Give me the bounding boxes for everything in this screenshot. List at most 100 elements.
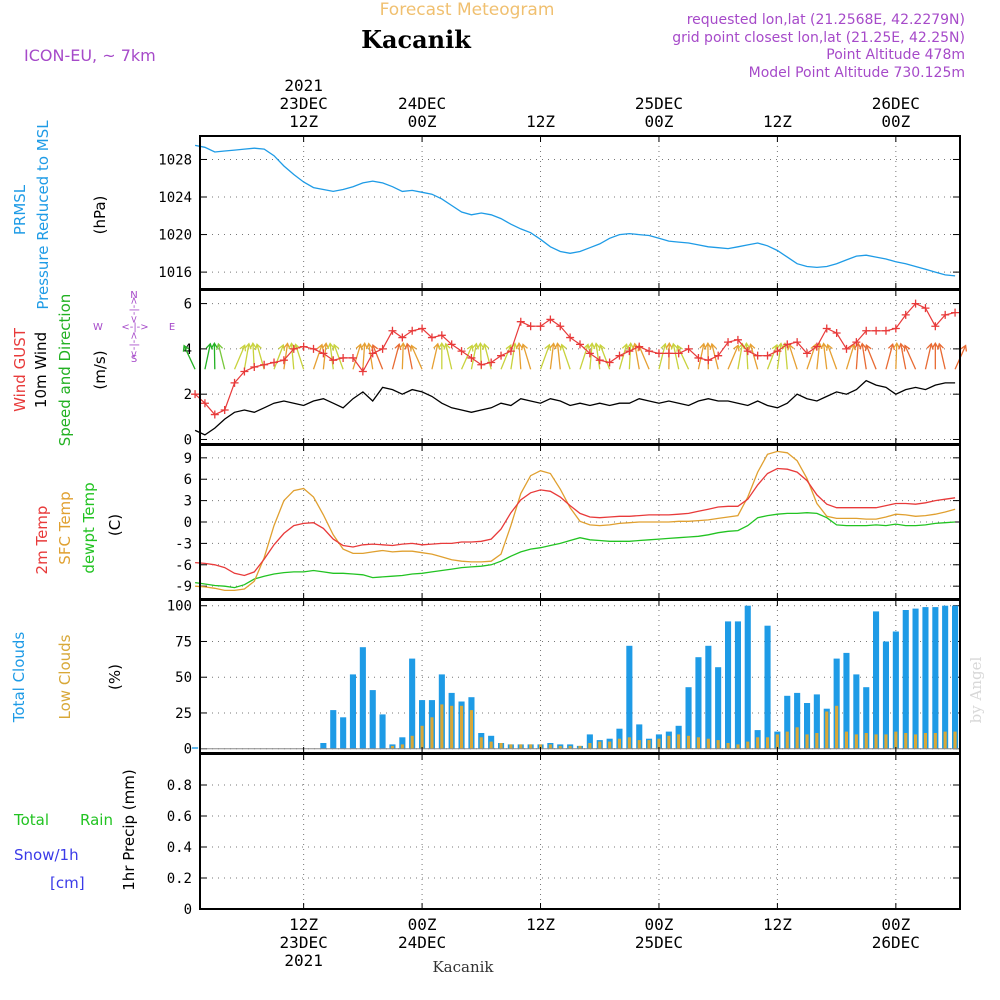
wind-direction-arrow	[401, 343, 404, 370]
total-cloud-bar	[419, 700, 426, 749]
wind-direction-arrow	[460, 345, 473, 370]
time-label-top: 26DEC	[872, 94, 920, 113]
low-cloud-bar	[440, 704, 444, 749]
wind-arrow-head	[898, 342, 906, 350]
low-cloud-bar	[647, 740, 651, 749]
wind-gust-marker	[773, 347, 782, 356]
wind-arrow-head	[278, 343, 286, 352]
total-cloud-bar	[734, 621, 741, 749]
total-cloud-bar	[744, 605, 751, 749]
wind-arrow-head	[892, 342, 901, 349]
total-cloud-bar	[942, 605, 949, 749]
wind-arrow-head	[825, 343, 833, 351]
total-cloud-bar	[784, 695, 791, 749]
total-cloud-bar	[892, 631, 899, 749]
low-cloud-bar	[627, 737, 631, 749]
low-cloud-bar	[479, 737, 483, 749]
wind-ytick-label: 0	[184, 432, 192, 448]
time-label-bottom: 23DEC	[280, 933, 328, 952]
wind-gust-marker	[576, 340, 584, 349]
wind-direction-arrow	[483, 343, 492, 370]
panels: 1016 1020 1024 1028 0 2 4 6 -9 -6 -3 0 3 6 9 0 25 50 75 100…	[158, 135, 968, 918]
temp-panel: -9 -6 -3 0 3 6 9	[175, 445, 960, 599]
wind-unit: (m/s)	[91, 350, 109, 389]
clouds-ytick-label: 75	[175, 634, 192, 650]
temp-unit: (C)	[106, 514, 124, 536]
wind-gust-marker	[200, 399, 209, 408]
total-cloud-bar	[705, 645, 712, 749]
precip-ytick-label: 0	[184, 902, 192, 918]
temp-ytick-label: -9	[175, 579, 192, 595]
wind-direction-arrow	[885, 343, 894, 370]
wind-gust-marker	[536, 322, 545, 331]
sfc-label: SFC Temp	[56, 491, 74, 564]
total-cloud-bar	[922, 607, 929, 749]
wind-gust-marker	[664, 349, 673, 358]
wind-direction-arrow	[470, 343, 478, 370]
low-cloud-bar	[894, 731, 898, 749]
total-cloud-bar	[685, 687, 692, 749]
wind-arrow-head	[443, 342, 451, 350]
wind-direction-arrow	[816, 343, 821, 370]
low-cloud-bar	[835, 705, 839, 749]
low-cloud-bar	[923, 733, 927, 749]
wind-gust-marker	[418, 324, 427, 333]
wind-arrow-head	[598, 343, 606, 352]
time-label-top: 2021	[284, 76, 323, 95]
wind-direction-arrow	[727, 345, 739, 370]
wind-direction-arrow	[638, 345, 650, 370]
total-cloud-bar	[636, 724, 643, 749]
wind-direction-arrow	[549, 343, 555, 370]
wind-gust-marker	[793, 338, 802, 347]
wind-direction-arrow	[333, 344, 344, 370]
total-cloud-bar	[853, 674, 860, 749]
wind-gust-marker	[210, 410, 219, 419]
low-cloud-bar	[608, 741, 612, 749]
wind-arrow-head	[704, 342, 712, 349]
low-cloud-bar	[637, 740, 641, 749]
compass-north-arrow: <-|->	[129, 296, 140, 323]
wind-direction-arrow	[510, 343, 516, 370]
precip-ytick-label: 0.8	[167, 778, 192, 794]
wind-arrow-head	[676, 344, 683, 352]
wind-gust-marker	[714, 351, 723, 360]
pressure-label: Pressure Reduced to MSL	[34, 120, 52, 310]
wind-gust-marker	[852, 338, 861, 347]
precip-panel-labels: Total Rain Snow/1h [cm] 1hr Precip (mm)	[13, 769, 138, 892]
low-cloud-bar	[529, 744, 533, 749]
wind-gust-marker	[487, 358, 496, 367]
wind-arrow-head	[520, 343, 528, 351]
wind-gust-marker	[645, 347, 654, 356]
wind-gust-marker	[911, 299, 920, 308]
wind-arrow-head	[733, 344, 740, 352]
wind-gust-marker	[506, 347, 515, 356]
clouds-ytick-label: 100	[167, 599, 192, 615]
wind-dir-label: Speed and Direction	[56, 294, 74, 447]
cloud-unit: (%)	[106, 664, 124, 690]
low-cloud-bar	[460, 705, 464, 749]
wind-ytick-label: 2	[184, 387, 192, 403]
total-cloud-bar	[340, 717, 347, 749]
wind-gust-marker	[260, 360, 269, 369]
low-cloud-bar	[795, 727, 799, 749]
wind-direction-arrow	[406, 343, 413, 370]
wind-gust-marker	[437, 331, 446, 340]
precip-ytick-label: 0.6	[167, 809, 192, 825]
wind-direction-arrow	[697, 343, 705, 370]
compass-s: S	[131, 354, 137, 365]
wind-gust-marker	[783, 340, 792, 349]
low-cloud-bar	[933, 733, 937, 749]
total-cloud-bar	[330, 710, 337, 749]
wind-gust-marker	[605, 358, 614, 367]
low-cloud-bar	[775, 734, 779, 749]
wind-gust-marker	[408, 326, 417, 335]
pressure-ytick-label: 1028	[158, 152, 192, 168]
wind-direction-arrow	[500, 344, 512, 370]
wind-arrow-head	[960, 344, 968, 352]
wind-gust-marker	[477, 360, 486, 369]
compass-n: N	[130, 290, 137, 301]
wind-arrow-head	[332, 343, 340, 351]
wind-panel: 0 2 4 6	[182, 290, 968, 448]
total-cloud-bar	[399, 737, 406, 749]
wind-panel-labels: Wind GUST 10m Wind Speed and Direction (…	[11, 290, 175, 446]
